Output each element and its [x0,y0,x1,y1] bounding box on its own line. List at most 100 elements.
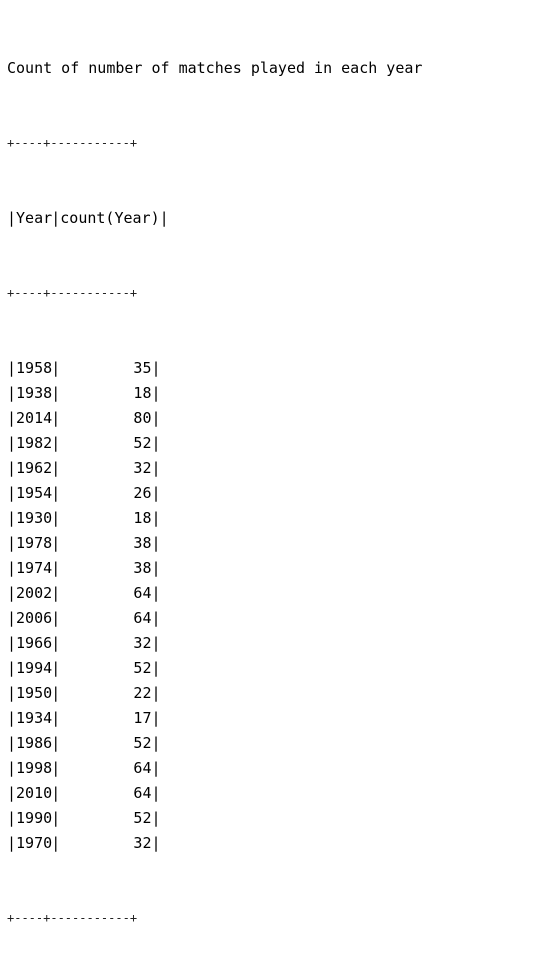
table-row: |1974| 38| [7,556,422,581]
table-row: |1930| 18| [7,506,422,531]
pipe-separator: | [151,509,161,527]
pipe-separator: | [51,509,61,527]
cell-count: 64 [133,609,152,627]
cell-count: 17 [133,709,152,727]
cell-year: 1954 [16,484,53,502]
pipe-separator: | [51,209,61,227]
cell-year: 2010 [16,784,53,802]
cell-year: 2002 [16,584,53,602]
cell-count: 64 [133,759,152,777]
console-output: Count of number of matches played in eac… [7,6,422,956]
table-row: |1986| 52| [7,731,422,756]
cell-count: 32 [133,459,152,477]
pipe-separator: | [51,684,61,702]
pipe-separator: | [151,709,161,727]
pipe-separator: | [51,834,61,852]
pipe-separator: | [159,209,169,227]
pipe-separator: | [151,834,161,852]
cell-count: 38 [133,534,152,552]
pipe-separator: | [51,759,61,777]
table-row: |1978| 38| [7,531,422,556]
cell-year: 1974 [16,559,53,577]
pipe-separator: | [151,359,161,377]
pipe-separator: | [51,784,61,802]
column-header-year: Year [16,209,53,227]
pipe-separator: | [151,384,161,402]
table-row: |2010| 64| [7,781,422,806]
pipe-separator: | [7,634,17,652]
pipe-separator: | [151,584,161,602]
cell-count: 18 [133,509,152,527]
cell-year: 1930 [16,509,53,527]
table-row: |2014| 80| [7,406,422,431]
pipe-separator: | [7,684,17,702]
cell-count: 38 [133,559,152,577]
table-border-header: +----+-----------+ [7,286,138,300]
cell-year: 1970 [16,834,53,852]
pipe-separator: | [51,734,61,752]
output-title: Count of number of matches played in eac… [7,59,423,77]
pipe-separator: | [151,809,161,827]
table-body: |1958| 35| |1938| 18| |2014| 80| |1982| 52| |196… [7,356,422,856]
pipe-separator: | [7,659,17,677]
table-header-row: |Year|count(Year)| [7,206,422,231]
pipe-separator: | [7,834,17,852]
pipe-separator: | [7,784,17,802]
pipe-separator: | [7,459,17,477]
pipe-separator: | [7,509,17,527]
table-row: |2006| 64| [7,606,422,631]
cell-count: 80 [133,409,152,427]
table-row: |1934| 17| [7,706,422,731]
pipe-separator: | [151,459,161,477]
cell-year: 1950 [16,684,53,702]
cell-count: 22 [133,684,152,702]
table-row: |1966| 32| [7,631,422,656]
pipe-separator: | [51,359,61,377]
pipe-separator: | [151,734,161,752]
table-border-top: +----+-----------+ [7,136,138,150]
cell-year: 2006 [16,609,53,627]
cell-year: 1934 [16,709,53,727]
cell-count: 26 [133,484,152,502]
cell-count: 64 [133,784,152,802]
cell-year: 1958 [16,359,53,377]
pipe-separator: | [7,534,17,552]
pipe-separator: | [151,609,161,627]
pipe-separator: | [151,684,161,702]
table-row: |1982| 52| [7,431,422,456]
pipe-separator: | [51,659,61,677]
pipe-separator: | [7,359,17,377]
cell-year: 1982 [16,434,53,452]
pipe-separator: | [7,209,17,227]
table-row: |2002| 64| [7,581,422,606]
pipe-separator: | [7,584,17,602]
cell-count: 18 [133,384,152,402]
pipe-separator: | [151,434,161,452]
pipe-separator: | [7,484,17,502]
cell-year: 1994 [16,659,53,677]
cell-count: 52 [133,434,152,452]
table-row: |1954| 26| [7,481,422,506]
table-row: |1950| 22| [7,681,422,706]
table-border-bottom: +----+-----------+ [7,911,138,925]
pipe-separator: | [51,559,61,577]
pipe-separator: | [7,609,17,627]
table-row: |1994| 52| [7,656,422,681]
cell-count: 32 [133,834,152,852]
pipe-separator: | [151,784,161,802]
cell-count: 52 [133,659,152,677]
pipe-separator: | [51,534,61,552]
pipe-separator: | [7,434,17,452]
cell-year: 1938 [16,384,53,402]
table-row: |1958| 35| [7,356,422,381]
pipe-separator: | [7,709,17,727]
cell-year: 1990 [16,809,53,827]
pipe-separator: | [7,559,17,577]
cell-year: 1962 [16,459,53,477]
pipe-separator: | [151,484,161,502]
pipe-separator: | [7,809,17,827]
pipe-separator: | [51,434,61,452]
cell-count: 64 [133,584,152,602]
table-row: |1938| 18| [7,381,422,406]
cell-year: 1966 [16,634,53,652]
